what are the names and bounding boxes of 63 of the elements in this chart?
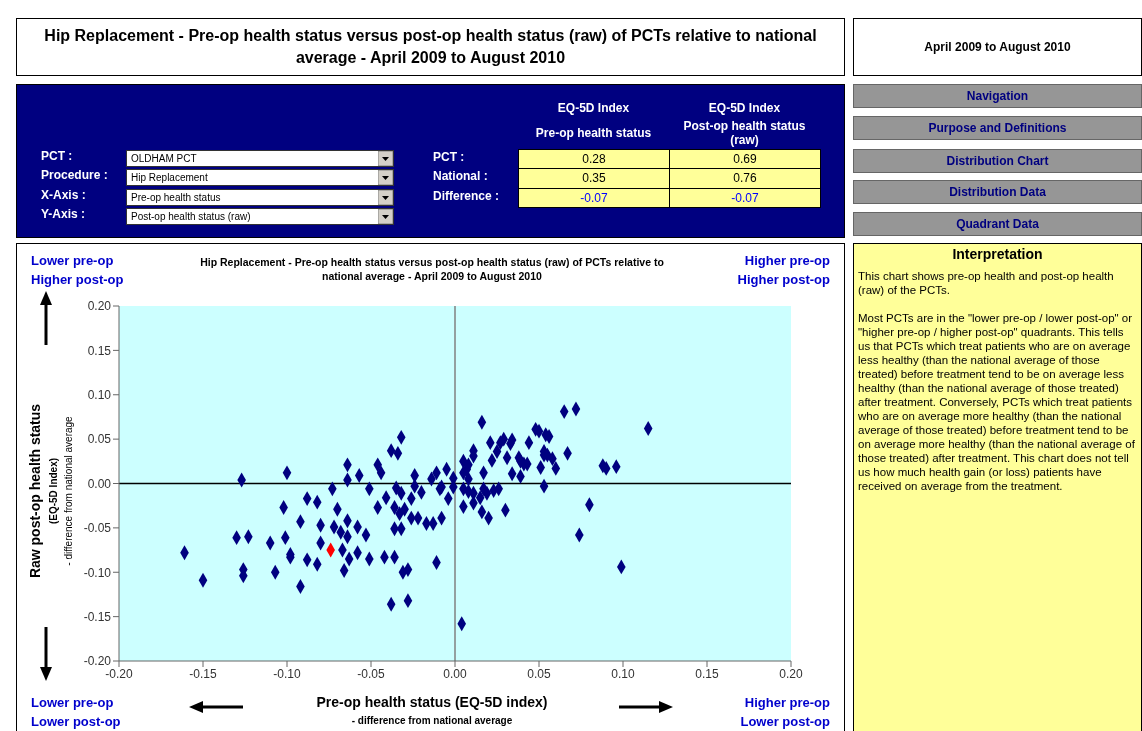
y-tick-label: 0.00 [87, 476, 112, 491]
text: Higher pre-op [744, 695, 830, 710]
text: Distribution Chart [853, 149, 1142, 173]
text: This chart shows pre-op health and post-op health (raw) of the PCTs. [858, 269, 1115, 297]
x-tick-label: -0.15 [189, 666, 217, 681]
text: PCT : [41, 149, 73, 163]
text: Most PCTs are in the "lower pre-op / lower post-op" or "higher pre-op / higher post-op" quadrants. This tells us that PCTs which treat patients who are on average less healthy (than the national average of those treated) before treatment tend to be on average less healthy (than the national average of those treated) after treatment. Conversely, PCTs which treat patients who are on average more healthy (than the national average of those treated) before treatment tend to be on average more healthy (than the national average of those treated) after treatment. This chart does not tell us how much health gain (or loss) patients have received on average from the treatment. [858, 312, 1135, 492]
x-tick-label: 0.05 [527, 666, 551, 681]
text: -0.07 [518, 187, 670, 208]
y-tick-label: 0.10 [87, 388, 112, 403]
text: Higher pre-op [744, 253, 830, 268]
text: Distribution Data [853, 180, 1142, 204]
chart-title: Hip Replacement - Pre-op health status versus post-op health status (raw) of PCTs relative to national average - April 2009 to August 2010 [199, 255, 665, 283]
x-tick-label: -0.05 [357, 666, 385, 681]
y-tick-label: 0.20 [87, 299, 112, 314]
y-tick-label: -0.20 [83, 654, 112, 669]
text: Lower pre-op [31, 253, 114, 268]
text: National : [433, 169, 488, 184]
text: -0.07 [669, 187, 821, 208]
text: 0.28 [518, 149, 670, 170]
text: Y-Axis : [41, 206, 86, 221]
text: Pre-op health status [126, 188, 394, 206]
x-tick-label: 0.15 [695, 666, 719, 681]
text: - difference from national average [62, 416, 74, 566]
x-tick-label: 0.20 [779, 666, 803, 681]
y-tick-label: 0.05 [87, 432, 112, 447]
text: Higher post-op [737, 272, 830, 287]
text: Hip Replacement - Pre-op health status versus post-op health status (raw) of PCTs relative to national average - April 2009 to August 2010 [17, 19, 844, 75]
text: April 2009 to August 2010 [854, 19, 1141, 75]
x-tick-label: -0.10 [273, 666, 301, 681]
text: OLDHAM PCT [126, 150, 394, 167]
text: PCT : [433, 150, 465, 164]
x-tick-label: 0.00 [443, 666, 467, 681]
text: X-Axis : [41, 187, 86, 202]
text: Hip Replacement [126, 169, 394, 187]
text: Lower post-op [740, 714, 830, 729]
text: 0.35 [518, 168, 670, 189]
text: EQ-5D Index [707, 101, 782, 115]
text: Higher post-op [31, 272, 124, 287]
x-tick-label: -0.20 [105, 666, 133, 681]
y-tick-label: 0.15 [87, 343, 112, 358]
y-axis-title: Raw post-op health status [27, 403, 43, 579]
text: Difference : [433, 188, 500, 203]
y-tick-label: -0.05 [83, 521, 112, 536]
text: Purpose and Definitions [853, 116, 1142, 140]
text: 0.69 [669, 149, 821, 170]
text: Navigation [853, 84, 1142, 108]
text: - difference from national average [350, 715, 514, 726]
text: Interpretation [951, 246, 1044, 262]
text: 0.76 [669, 168, 821, 189]
text: (EQ-5D Index) [47, 457, 59, 525]
text: Post-op health status (raw) [126, 207, 394, 225]
x-tick-label: 0.10 [611, 666, 635, 681]
text: EQ-5D Index [556, 101, 631, 115]
text: Lower post-op [31, 714, 121, 729]
text: Pre-op health status [534, 126, 653, 141]
text: Lower pre-op [31, 695, 114, 710]
text: Quadrant Data [853, 212, 1142, 236]
y-tick-label: -0.15 [83, 609, 112, 624]
y-tick-label: -0.10 [83, 565, 112, 580]
text: Procedure : [41, 168, 108, 183]
x-axis-title: Pre-op health status (EQ-5D index) [315, 694, 549, 710]
text: Post-op health status (raw) [682, 119, 807, 148]
